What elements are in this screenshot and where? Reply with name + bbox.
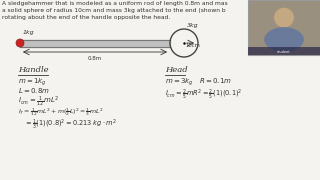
Text: Head: Head bbox=[165, 66, 188, 74]
Text: A sledgehammer that is modeled as a uniform rod of length 0.8m and mas
a solid s: A sledgehammer that is modeled as a unif… bbox=[2, 1, 228, 20]
Text: $I_{cm} = \frac{2}{5}mR^2 = \frac{2}{5}(1)(0.1)^2$: $I_{cm} = \frac{2}{5}mR^2 = \frac{2}{5}(… bbox=[165, 88, 243, 102]
Text: $m = 3k_g \quad R = 0.1m$: $m = 3k_g \quad R = 0.1m$ bbox=[165, 77, 232, 89]
Text: 1kg: 1kg bbox=[23, 30, 35, 35]
Text: $L = 0.8m$: $L = 0.8m$ bbox=[18, 86, 50, 95]
Text: $m = 1k_g$: $m = 1k_g$ bbox=[18, 77, 47, 89]
Text: 3kg: 3kg bbox=[187, 23, 199, 28]
Text: 10cm: 10cm bbox=[185, 43, 200, 48]
Bar bbox=[248, 0, 320, 55]
Circle shape bbox=[16, 39, 24, 47]
Ellipse shape bbox=[264, 27, 304, 52]
Text: student: student bbox=[277, 50, 291, 54]
Text: Handle: Handle bbox=[18, 66, 49, 74]
Text: 0.8m: 0.8m bbox=[88, 56, 102, 61]
Text: $= \frac{1}{3}(1)(0.8)^2 = 0.213\ kg\cdot m^2$: $= \frac{1}{3}(1)(0.8)^2 = 0.213\ kg\cdo… bbox=[24, 118, 117, 132]
Text: $I_{cm} = \frac{1}{12}mL^2$: $I_{cm} = \frac{1}{12}mL^2$ bbox=[18, 95, 59, 109]
Circle shape bbox=[274, 8, 294, 28]
Bar bbox=[248, 47, 320, 55]
Text: $I_T = \frac{1}{12}mL^2 + m(\frac{1}{2}L)^2 = \frac{1}{3}mL^2$: $I_T = \frac{1}{12}mL^2 + m(\frac{1}{2}L… bbox=[18, 106, 104, 118]
